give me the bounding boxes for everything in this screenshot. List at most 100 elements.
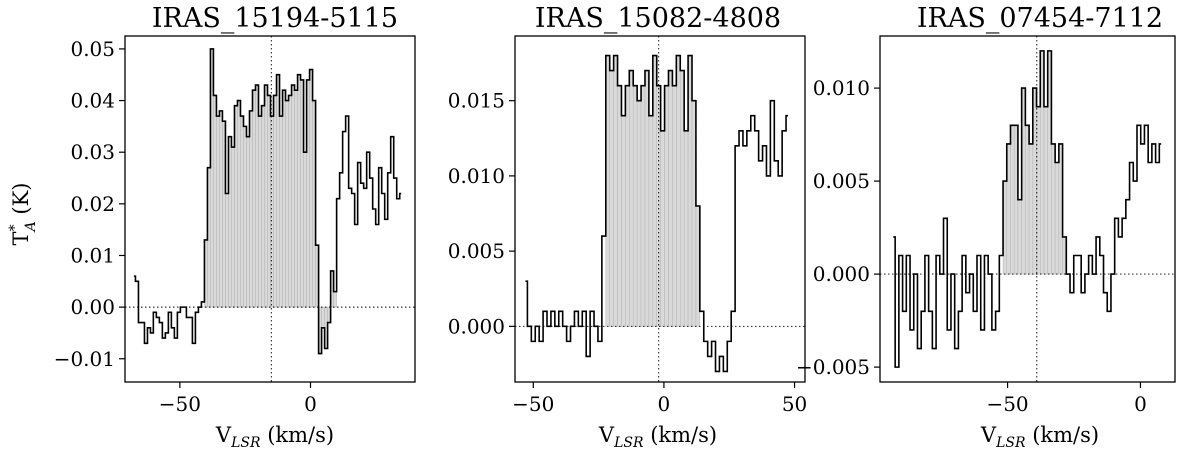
panel-3-x-tick-label: −50	[986, 392, 1028, 416]
x-axis-label-2: VLSR (km/s)	[598, 423, 717, 450]
x-axis-label-2-unit: (km/s)	[644, 423, 718, 447]
panel-1-fill-bin	[216, 115, 220, 308]
panel-1-fill-bin	[303, 151, 307, 308]
panel-1-fill-bin	[309, 69, 313, 308]
panel-2-fill-bin	[609, 70, 614, 327]
panel-2-fill-bin	[636, 100, 642, 327]
panel-1-spectrum-line	[133, 48, 402, 355]
panel-1-y-tick-label: 0.04	[70, 89, 115, 113]
panel-1-y-tick-label: −0.01	[54, 347, 115, 371]
x-axis-label-3-sub: LSR	[995, 435, 1026, 450]
panel-1-x-tick-label: −50	[159, 392, 201, 416]
panel-1-fill-bin	[288, 95, 292, 308]
panel-3-y-tick-label: 0.000	[813, 262, 870, 286]
y-axis-label-sup: *	[7, 224, 23, 231]
panel-2-fill-bin	[668, 70, 673, 327]
panel-2-title: IRAS_15082-4808	[535, 3, 781, 34]
panel-1-fill-bin	[219, 110, 223, 308]
panel-3-title: IRAS_07454-7112	[917, 3, 1163, 34]
panel-1-x-tick-label: 0	[304, 392, 317, 416]
panel-1-fill-bin	[285, 100, 289, 308]
panel-1-fill-bin	[333, 291, 337, 308]
y-axis-label: T*A (K)	[7, 183, 39, 246]
panel-1-fill-bin	[273, 95, 277, 308]
panel-1-fill-bin	[264, 84, 268, 308]
panel-1-title: IRAS_15194-5115	[152, 3, 398, 34]
panel-2-fill-bin	[660, 130, 665, 327]
panel-1-fill-bin	[321, 306, 325, 329]
panel-2-x-tick-label: −50	[512, 392, 554, 416]
x-axis-label-3-main: V	[980, 423, 997, 447]
panel-1-fill-bin	[231, 146, 235, 308]
panel-2-fill-bin	[640, 85, 646, 327]
panel-1-fill-bin	[261, 105, 265, 308]
panel-2-y-tick-label: 0.010	[448, 164, 505, 188]
x-axis-label-3: VLSR (km/s)	[980, 423, 1099, 450]
panel-1-fill-bin	[297, 74, 301, 308]
panel-1-y-tick-label: 0.00	[70, 295, 115, 319]
panel-1-fill-bin	[213, 95, 217, 308]
x-axis-label-1: VLSR (km/s)	[215, 423, 334, 450]
panel-3-fill-bin	[1051, 143, 1056, 275]
panel-3-fill-bin	[1010, 125, 1015, 275]
panel-2-x-tick-label: 50	[782, 392, 807, 416]
y-axis-label-sub: A	[23, 221, 39, 233]
panel-2-fill-bin	[625, 85, 630, 327]
panel-3-x-tick-label: 0	[1134, 392, 1147, 416]
panel-2-fill-bin	[648, 115, 654, 327]
panel-2-fill-bin	[683, 130, 689, 327]
panel-1-fill-bin	[255, 84, 259, 308]
panel-1-fill-bin	[294, 89, 298, 308]
panel-1-fill-bin	[240, 115, 244, 308]
panel-3: IRAS_07454-7112 −0.005 0.000 0.005 0.010 −50…	[796, 3, 1176, 416]
panel-3-fill-bin	[1017, 199, 1022, 275]
panel-3-y-tick-label: 0.005	[813, 169, 870, 193]
panel-2-y-tick-label: 0.000	[448, 314, 505, 338]
panel-2-fill-bin	[617, 85, 622, 327]
panel-2-y-tick-label: 0.005	[448, 239, 505, 263]
panel-1-fill-bin	[291, 84, 295, 308]
panel-1-fill-bin	[237, 100, 241, 308]
x-axis-label-3-unit: (km/s)	[1026, 423, 1100, 447]
y-axis-label-main: T	[9, 231, 33, 245]
x-axis-label-2-sub: LSR	[613, 435, 644, 450]
panel-1-fill-bin	[258, 115, 262, 308]
x-axis-label-1-sub: LSR	[230, 435, 261, 450]
panel-1-y-tick-label: 0.02	[70, 192, 115, 216]
panel-1-y-tick-label: 0.03	[70, 140, 115, 164]
panel-3-fill-bin	[1025, 125, 1030, 275]
y-axis-label-unit: (K)	[9, 183, 33, 222]
panel-2-y-tick-label: 0.015	[448, 89, 505, 113]
panel-1-fill-bin	[252, 89, 256, 308]
panel-1-fill-bin	[246, 136, 250, 308]
panel-1-y-tick-label: 0.01	[70, 243, 115, 267]
panel-2-fill-region	[605, 55, 701, 327]
panel-3-axes-frame	[879, 35, 1176, 383]
panel-2-fill-bin	[621, 115, 626, 327]
panel-3-y-tick-label: −0.005	[796, 355, 870, 379]
panel-2-spectrum-line	[525, 54, 789, 373]
panel-1-fill-bin	[225, 193, 229, 308]
x-axis-label-1-main: V	[215, 423, 232, 447]
panel-2-fill-bin	[629, 70, 634, 327]
panel-2-fill-bin	[672, 85, 677, 327]
panel-2-axes-frame	[514, 35, 806, 383]
panel-3-fill-bin	[1028, 143, 1034, 275]
panel-2: IRAS_15082-4808 0.000 0.005 0.010 0.015 −50 0…	[448, 3, 808, 416]
panel-2-fill-bin	[632, 85, 638, 327]
x-axis-label-1-unit: (km/s)	[261, 423, 335, 447]
panel-2-fill-bin	[676, 55, 681, 327]
panel-3-fill-bin	[1054, 162, 1060, 275]
panel-1-fill-bin	[279, 115, 283, 308]
panel-1-y-tick-label: 0.05	[70, 37, 115, 61]
panel-2-x-tick-label: 0	[658, 392, 671, 416]
panel-2-fill-bin	[613, 55, 618, 327]
panel-1-axes-frame	[124, 35, 416, 383]
panel-1: IRAS_15194-5115 −0.01 0.00 0.01 0.02 0.03 0.0…	[54, 3, 416, 416]
panel-3-spectrum-line	[893, 50, 1162, 368]
panel-1-fill-bin	[249, 110, 253, 308]
panel-3-fill-bin	[1043, 106, 1048, 275]
panel-1-fill-bin	[282, 89, 286, 308]
panel-3-y-tick-label: 0.010	[813, 76, 870, 100]
